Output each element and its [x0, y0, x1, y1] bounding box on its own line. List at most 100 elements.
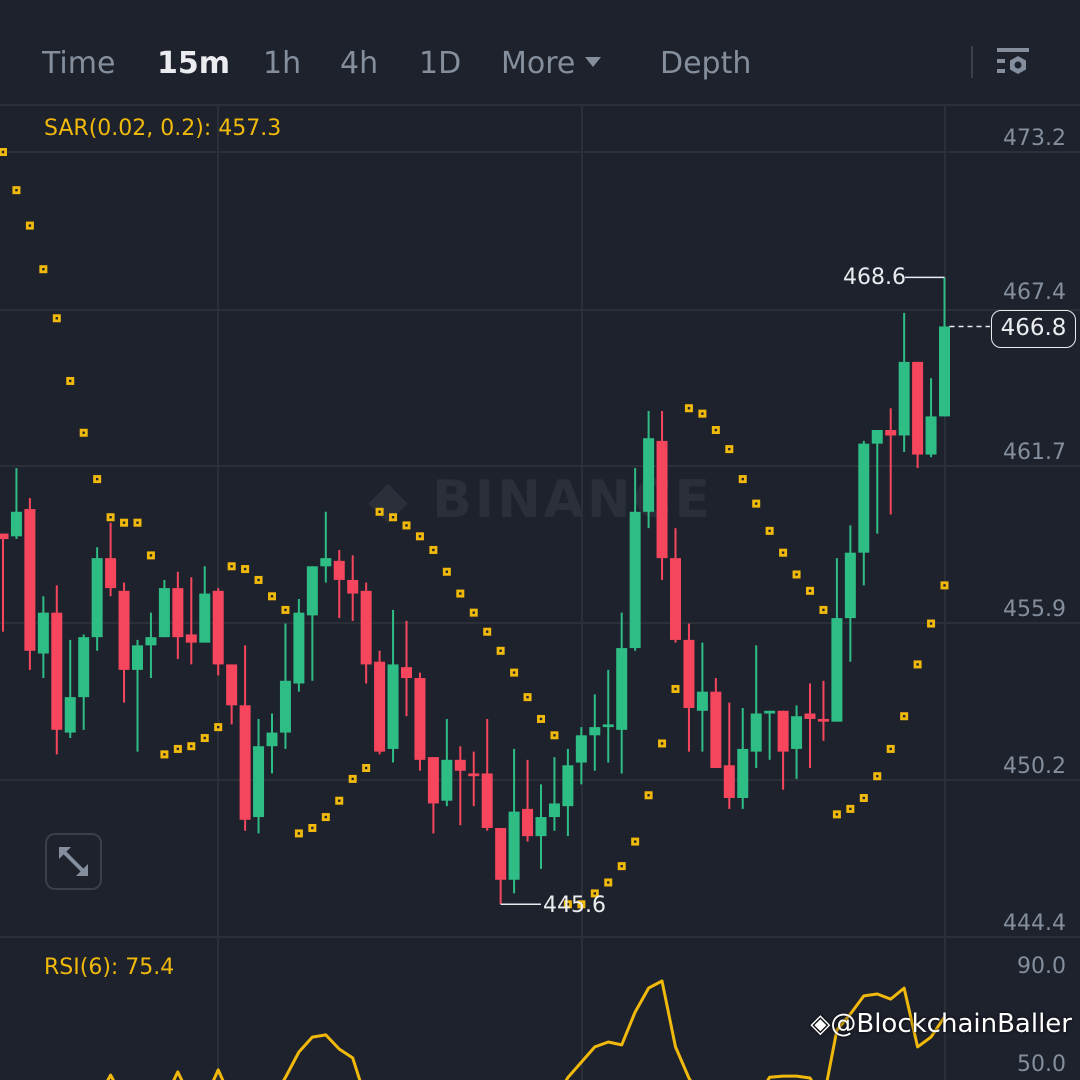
- sar-dot-center: [768, 529, 771, 533]
- candle-up: [871, 430, 883, 444]
- fullscreen-button[interactable]: [45, 833, 102, 890]
- candle-up: [535, 817, 547, 837]
- candle-up: [643, 438, 655, 512]
- candle-down: [212, 590, 224, 665]
- sar-dot-center: [297, 832, 301, 835]
- candle-down: [481, 773, 493, 828]
- sar-dot-center: [943, 584, 946, 587]
- sar-dot-center: [593, 892, 596, 895]
- candle-down: [24, 509, 36, 651]
- sar-dot-center: [230, 565, 233, 568]
- candle-down: [118, 590, 130, 670]
- candle-up: [320, 558, 332, 567]
- rsi-tick: 90.0: [1017, 954, 1066, 979]
- candle-down: [804, 713, 816, 719]
- sar-dot-center: [755, 502, 758, 505]
- candle-up: [939, 326, 950, 417]
- candle-up: [306, 566, 318, 616]
- sar-dot-center: [620, 864, 623, 868]
- sar-dot-center: [69, 379, 72, 383]
- candle-up: [266, 732, 278, 747]
- tab-more[interactable]: More: [501, 44, 602, 84]
- sar-dot-center: [338, 799, 341, 802]
- candle-up: [387, 664, 399, 749]
- candle-down: [817, 718, 829, 722]
- tab-4h[interactable]: 4h: [340, 46, 379, 81]
- candle-down: [454, 759, 466, 771]
- price-tick: 444.4: [1003, 911, 1066, 936]
- price-tick: 450.2: [1003, 754, 1066, 779]
- tab-more-label: More: [501, 46, 576, 81]
- sar-dot-center: [741, 477, 744, 481]
- sar-dot-center: [311, 826, 314, 830]
- sar-dot-center: [95, 477, 99, 481]
- sar-dot-center: [217, 725, 220, 729]
- sar-dot-center: [418, 535, 422, 538]
- sar-dot-center: [257, 578, 260, 582]
- candle-down: [723, 765, 735, 798]
- price-tick: 467.4: [1003, 280, 1066, 305]
- tab-1d[interactable]: 1D: [419, 46, 462, 81]
- candle-up: [145, 637, 157, 646]
- candle-up: [548, 803, 560, 818]
- sar-dot-center: [512, 671, 516, 674]
- rsi-label: RSI(6): 75.4: [44, 955, 175, 980]
- candle-up: [764, 710, 776, 714]
- sar-dot-center: [459, 592, 462, 595]
- candle-up: [78, 637, 90, 698]
- sar-dot-center: [701, 412, 704, 415]
- candle-up: [64, 697, 76, 733]
- candle-up: [589, 727, 601, 736]
- sar-dot-center: [163, 753, 166, 756]
- tab-1h[interactable]: 1h: [263, 46, 302, 81]
- sar-dot-center: [82, 431, 85, 434]
- sar-dot-center: [835, 813, 839, 816]
- sar-dot-center: [526, 695, 529, 699]
- candle-down: [239, 705, 251, 820]
- candle-up: [750, 713, 762, 752]
- candle-down: [495, 827, 507, 880]
- toolbar-divider: [971, 46, 973, 78]
- sar-dot-center: [109, 516, 112, 519]
- candle-up: [132, 645, 143, 670]
- sar-dot-center: [284, 608, 287, 612]
- sar-dot-center: [902, 715, 906, 718]
- sar-dot-center: [876, 774, 879, 778]
- candle-down: [105, 558, 117, 589]
- sar-dot-center: [849, 807, 852, 811]
- candle-up: [696, 691, 708, 711]
- candle-down: [226, 664, 238, 706]
- candle-up: [199, 593, 211, 643]
- price-tick: 461.7: [1003, 440, 1066, 465]
- sar-dot-center: [324, 815, 327, 819]
- expand-icon: [59, 847, 88, 876]
- sar-dot-center: [916, 663, 919, 666]
- candle-up: [629, 511, 641, 649]
- sar-dot-center: [633, 840, 637, 843]
- sar-dot-center: [136, 521, 139, 524]
- tab-time[interactable]: Time: [42, 46, 116, 81]
- current-price-badge[interactable]: 466.8: [991, 310, 1076, 348]
- sar-dot-center: [190, 744, 193, 748]
- sar-dot-center: [660, 742, 664, 745]
- candle-down: [0, 533, 9, 540]
- sar-dot-center: [364, 766, 368, 770]
- candle-up: [858, 443, 870, 553]
- tab-depth[interactable]: Depth: [660, 46, 752, 81]
- sar-dot-center: [822, 608, 825, 612]
- credit-text: @BlockchainBaller: [830, 1009, 1072, 1039]
- credit-watermark: ◈@BlockchainBaller: [810, 1008, 1072, 1040]
- sar-dot-center: [122, 521, 126, 524]
- sar-dot-center: [472, 611, 475, 614]
- chart-settings-icon[interactable]: [996, 46, 1030, 80]
- sar-dot-center: [539, 717, 543, 721]
- rsi-tick: 50.0: [1017, 1052, 1066, 1077]
- sar-dot-center: [714, 428, 718, 432]
- sar-dot-center: [929, 622, 933, 625]
- tab-15m[interactable]: 15m: [157, 46, 231, 81]
- candle-down: [912, 361, 924, 455]
- sar-dot-center: [889, 747, 892, 751]
- candle-up: [158, 588, 170, 638]
- candle-down: [777, 710, 789, 752]
